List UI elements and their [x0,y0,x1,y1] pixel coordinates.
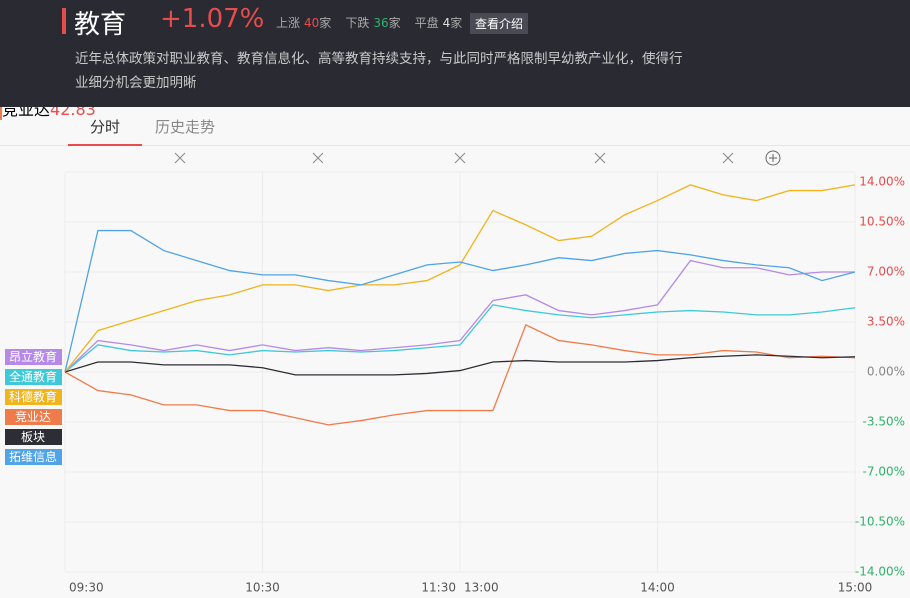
stat-label: 上涨 [276,16,301,30]
series-line [64,354,856,376]
legend-swatch [5,369,62,385]
x-tick-label: 10:30 [245,581,280,595]
legend-label: 拓维信息 [9,449,57,464]
x-tick-label: 09:30 [69,581,104,595]
legend-label: 板块 [21,430,45,444]
stat-label: 下跌 [345,16,370,30]
add-icon[interactable] [765,150,781,166]
close-icon[interactable] [174,152,186,164]
stat-count: 4 [442,16,451,30]
legend-swatch [5,389,62,405]
stat-unit: 家 [388,16,401,30]
accent-bar [62,8,66,34]
stat: 上涨 40家 [276,14,331,31]
tab-underline [68,144,142,146]
series-line [64,184,856,373]
stat-label: 平盘 [414,16,439,30]
x-tick-label: 14:00 [640,581,675,595]
stat-count: 40 [304,16,320,30]
stats: 上涨 40家 下跌 36家 平盘 4家 [276,14,462,31]
stat: 平盘 4家 [415,14,463,31]
add-button[interactable] [765,150,781,166]
y-tick-label: -14.00% [855,565,905,579]
y-tick-label: 7.00% [867,265,905,279]
y-tick-label: -3.50% [863,415,905,429]
series-line [64,259,855,373]
close-icon[interactable] [594,152,606,164]
series-line [64,323,856,426]
legend-swatch [5,429,62,445]
sector-change: +1.07% [160,4,265,34]
tab[interactable]: 分时 [90,118,121,136]
legend-label: 科德教育 [9,389,57,404]
stat-unit: 家 [450,16,463,30]
close-icon[interactable] [722,152,734,164]
legend-swatch [5,449,62,465]
close-icon[interactable] [312,152,324,164]
series-line [64,304,856,373]
header: 教育 +1.07% 上涨 40家 下跌 36家 平盘 4家 查看介绍 近年总体政策对职业教… [0,0,910,107]
y-tick-label: 10.50% [859,215,905,229]
close-icon[interactable] [454,152,466,164]
sector-title: 教育 [74,10,127,40]
intro-button[interactable]: 查看介绍 [470,13,529,34]
y-tick-label: 14.00% [859,175,905,189]
stat-count: 36 [373,16,389,30]
x-tick-label: 13:00 [464,581,499,595]
y-tick-label: 0.00% [867,365,905,379]
legend-label: 竞业达 [15,410,51,424]
x-tick-label: 11:30 [421,581,456,595]
legend-label: 全通教育 [9,369,57,384]
stat: 下跌 36家 [345,14,400,31]
legend-swatch [5,349,62,365]
series-line [64,229,856,373]
tab-divider [0,145,910,146]
legend-label: 昂立教育 [9,349,57,364]
tab[interactable]: 历史走势 [155,118,216,136]
y-tick-label: -10.50% [855,515,905,529]
y-tick-label: 3.50% [867,315,905,329]
legend-swatch [5,409,62,425]
stat-unit: 家 [319,16,332,30]
y-tick-label: -7.00% [863,465,905,479]
description: 近年总体政策对职业教育、教育信息化、高等教育持续支持，与此同时严格限制早幼教产业… [75,51,683,91]
x-tick-label: 15:00 [838,581,873,595]
